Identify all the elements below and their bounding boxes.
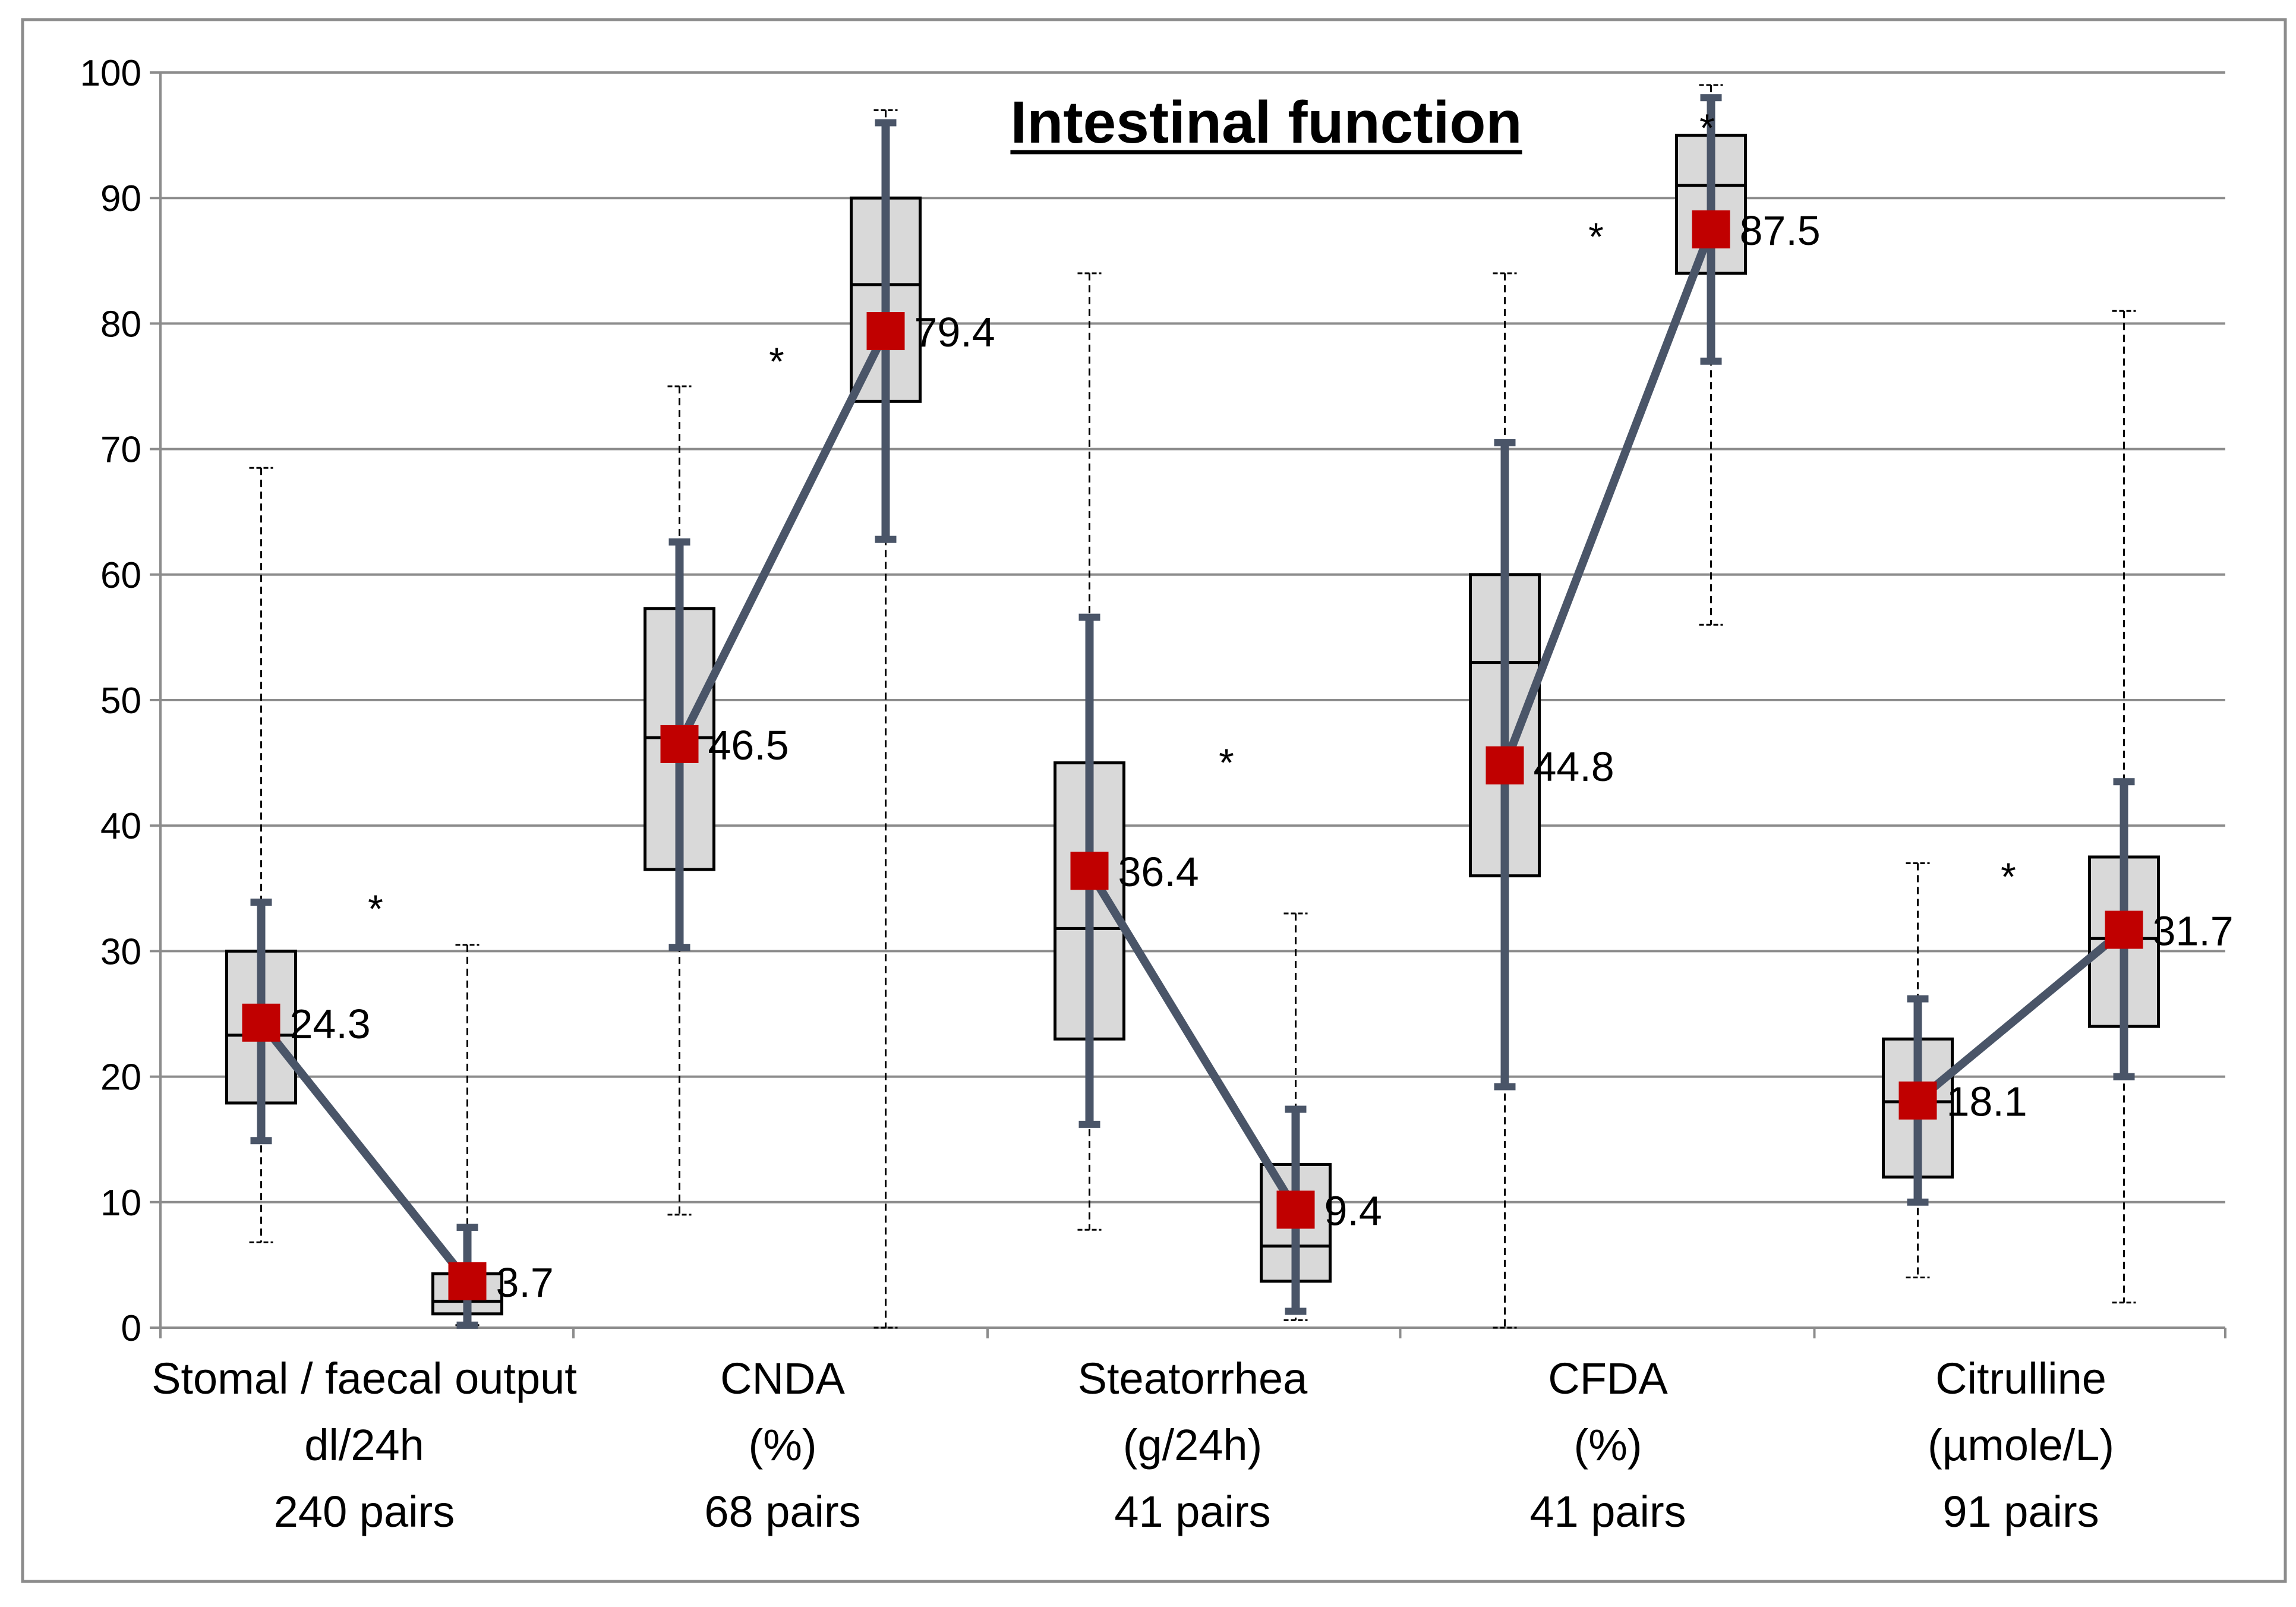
mean-marker [2105, 910, 2143, 949]
y-tick-label: 50 [100, 680, 141, 721]
mean-value-label: 87.5 [1740, 207, 1821, 254]
chart-title: Intestinal function [1010, 89, 1522, 156]
mean-connector [1086, 868, 1300, 1212]
mean-value-label: 9.4 [1324, 1187, 1382, 1234]
mean-value-label: 46.5 [708, 722, 789, 768]
y-tick-label: 100 [80, 53, 141, 94]
category-label-line: (%) [748, 1420, 816, 1470]
mean-marker [1486, 746, 1524, 784]
mean-connector [1500, 228, 1715, 767]
mean-marker [1898, 1081, 1937, 1120]
labels: 0 10 20 30 40 50 60 70 80 90 100 24.3 3.7 * Stomal / f… [80, 53, 2234, 1536]
mean-connector [1915, 927, 2127, 1104]
y-tick-label: 80 [100, 304, 141, 345]
category-label-line: 91 pairs [1942, 1487, 2099, 1536]
gridlines [160, 71, 2225, 1329]
mean-marker [448, 1262, 487, 1300]
y-tick-label: 30 [100, 931, 141, 972]
mean-marker [242, 1003, 280, 1042]
y-tick-label: 40 [100, 806, 141, 847]
category-label-line: (g/24h) [1123, 1420, 1262, 1470]
significance-asterisk: * [1588, 215, 1604, 259]
significance-asterisk: * [368, 887, 383, 931]
mean-value-label: 24.3 [290, 1001, 371, 1047]
category-label-line: 41 pairs [1114, 1487, 1270, 1536]
chart-frame [21, 18, 2287, 1583]
mean-value-label: 79.4 [914, 309, 995, 355]
category-label-line: 41 pairs [1529, 1487, 1686, 1536]
y-tick-label: 60 [100, 555, 141, 596]
category-label-line: (%) [1573, 1420, 1642, 1470]
mean-value-label: 36.4 [1118, 849, 1199, 895]
axes [150, 71, 2226, 1338]
significance-asterisk: * [1699, 106, 1715, 150]
category-label-line: 240 pairs [274, 1487, 455, 1536]
y-tick-label: 10 [100, 1183, 141, 1224]
y-tick-label: 0 [121, 1308, 141, 1349]
category-label-line: Stomal / faecal output [152, 1354, 577, 1403]
y-tick-label: 70 [100, 430, 141, 471]
mean-marker [866, 312, 905, 351]
category-label-line: CFDA [1548, 1354, 1668, 1403]
category-label-line: (µmole/L) [1928, 1420, 2114, 1470]
mean-marker [1692, 210, 1730, 248]
mean-connector [676, 329, 890, 746]
mean-marker [1070, 852, 1109, 890]
mean-value-label: 3.7 [496, 1259, 554, 1306]
plot-area [225, 84, 2160, 1329]
y-tick-label: 20 [100, 1057, 141, 1098]
category-label-line: dl/24h [304, 1420, 424, 1470]
mean-marker [660, 724, 699, 763]
significance-asterisk: * [1219, 741, 1234, 784]
category-label-line: CNDA [720, 1354, 845, 1403]
mean-value-label: 44.8 [1534, 743, 1614, 790]
significance-asterisk: * [769, 339, 784, 383]
category-label-line: 68 pairs [704, 1487, 860, 1536]
mean-connector [258, 1020, 471, 1284]
y-tick-label: 90 [100, 178, 141, 219]
mean-value-label: 31.7 [2153, 908, 2234, 954]
mean-value-label: 18.1 [1947, 1079, 2027, 1125]
mean-marker [1276, 1190, 1315, 1229]
significance-asterisk: * [2001, 855, 2016, 899]
category-label-line: Citrulline [1935, 1354, 2106, 1403]
category-label-line: Steatorrhea [1078, 1354, 1308, 1403]
